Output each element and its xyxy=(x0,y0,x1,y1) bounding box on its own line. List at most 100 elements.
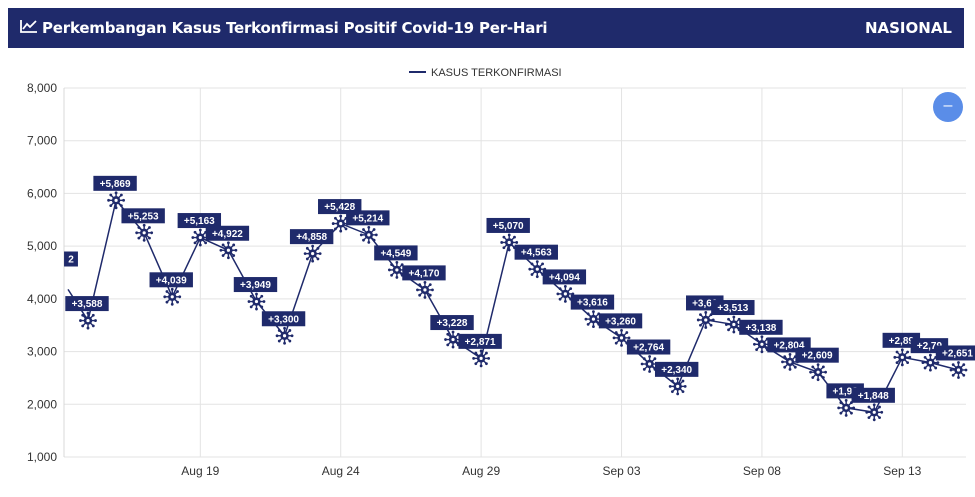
marker-spike-tip xyxy=(374,233,378,237)
data-label-box xyxy=(711,300,755,316)
marker-spike-tip xyxy=(878,416,881,420)
marker-spike-tip xyxy=(676,392,680,396)
marker-spike-tip xyxy=(816,363,820,367)
data-point-marker xyxy=(247,292,266,311)
marker-core xyxy=(282,334,287,338)
marker-spike-tip xyxy=(699,313,702,317)
marker-spike-tip xyxy=(535,260,539,264)
marker-spike-tip xyxy=(170,287,174,291)
data-label-text: +4,549 xyxy=(380,248,411,259)
marker-spike-tip xyxy=(507,248,511,252)
marker-spike-tip xyxy=(137,236,141,240)
marker-spike-tip xyxy=(676,377,680,381)
marker-spike-tip xyxy=(563,300,567,303)
data-point-marker xyxy=(107,191,125,210)
marker-spike-tip xyxy=(642,367,646,371)
marker-spike-tip xyxy=(711,318,715,322)
data-label: +2,764 xyxy=(626,339,671,355)
marker-spike-tip xyxy=(479,364,483,368)
marker-spike-tip xyxy=(316,257,320,261)
marker-spike-tip xyxy=(395,276,399,279)
marker-spike-tip xyxy=(558,297,562,301)
data-label-box xyxy=(935,345,975,361)
marker-spike-tip xyxy=(957,361,960,364)
data-point-marker xyxy=(921,353,940,372)
data-label-box xyxy=(318,199,362,215)
marker-spike-tip xyxy=(668,384,672,388)
marker-spike-tip xyxy=(923,355,927,359)
data-point-marker xyxy=(781,353,799,371)
marker-spike-tip xyxy=(760,335,764,339)
data-label-text: +2,609 xyxy=(802,351,833,362)
marker-spike-tip xyxy=(390,263,393,267)
data-label-text: +2,651 xyxy=(942,348,973,359)
marker-spike-tip xyxy=(541,262,544,266)
marker-core xyxy=(816,370,820,374)
data-point-marker xyxy=(191,228,210,247)
marker-spike-tip xyxy=(839,401,843,404)
marker-spike-tip xyxy=(865,410,869,414)
marker-spike-tip xyxy=(699,323,702,327)
marker-spike-tip xyxy=(515,241,519,244)
marker-spike-tip xyxy=(929,353,932,357)
data-label-text: +2,79 xyxy=(917,341,943,352)
data-point-marker xyxy=(275,326,294,345)
marker-spike-tip xyxy=(957,376,960,379)
marker-spike-tip xyxy=(305,246,309,250)
marker-spike-tip xyxy=(451,330,455,334)
marker-spike-tip xyxy=(395,261,399,264)
marker-spike-tip xyxy=(530,262,534,266)
marker-spike-tip xyxy=(528,267,532,271)
marker-spike-tip xyxy=(288,329,292,332)
data-label-text: +4,563 xyxy=(521,248,552,259)
marker-spike-tip xyxy=(485,351,488,355)
marker-spike-tip xyxy=(811,376,815,379)
x-tick-label: Sep 13 xyxy=(883,464,921,478)
data-label-box xyxy=(261,311,306,327)
data-label: +5,070 xyxy=(486,217,530,233)
marker-spike-tip xyxy=(260,305,264,309)
marker-spike-tip xyxy=(670,379,674,383)
data-label: +5,428 xyxy=(318,199,362,215)
marker-spike-tip xyxy=(165,290,169,293)
marker-spike-tip xyxy=(176,290,179,293)
marker-spike-tip xyxy=(556,292,560,296)
chart-data-labels: +3,588 +5,869 +5,253 +4,039 +5,163 +4,922 +3,9… xyxy=(64,175,975,403)
marker-spike-tip xyxy=(198,243,202,247)
data-label: +2,609 xyxy=(795,347,839,363)
marker-spike-tip xyxy=(816,378,820,382)
data-label: +2,651 xyxy=(935,345,975,361)
marker-spike-tip xyxy=(367,225,371,229)
data-label: +4,858 xyxy=(289,229,334,245)
marker-spike-tip xyxy=(339,229,343,233)
marker-core xyxy=(535,267,539,271)
marker-spike-tip xyxy=(359,233,363,237)
marker-spike-tip xyxy=(852,406,856,410)
x-tick-label: Sep 08 xyxy=(743,464,781,478)
marker-spike-tip xyxy=(428,283,432,286)
header-title-group: Perkembangan Kasus Terkonfirmasi Positif… xyxy=(20,8,548,48)
marker-spike-tip xyxy=(472,356,476,360)
data-label-text: +4,039 xyxy=(156,275,187,286)
zoom-out-button[interactable]: – xyxy=(933,92,963,122)
marker-core xyxy=(479,356,483,360)
marker-spike-tip xyxy=(783,365,787,369)
data-label-box xyxy=(430,315,474,331)
data-label: +3,138 xyxy=(739,319,783,335)
data-label: +5,253 xyxy=(121,208,165,224)
marker-spike-tip xyxy=(362,228,365,231)
data-label-text: +3,588 xyxy=(72,299,103,310)
marker-spike-tip xyxy=(372,238,376,242)
marker-spike-tip xyxy=(620,343,623,347)
marker-spike-tip xyxy=(867,405,871,409)
marker-spike-tip xyxy=(704,311,708,314)
marker-spike-tip xyxy=(367,240,371,244)
data-point-marker xyxy=(865,403,884,422)
data-label-box xyxy=(233,277,278,293)
marker-spike-tip xyxy=(653,357,657,361)
data-label-text: +3,260 xyxy=(605,316,636,327)
marker-spike-tip xyxy=(951,363,955,367)
marker-core xyxy=(619,336,624,340)
scope-label: NASIONAL xyxy=(864,19,952,37)
marker-spike-tip xyxy=(142,238,146,242)
